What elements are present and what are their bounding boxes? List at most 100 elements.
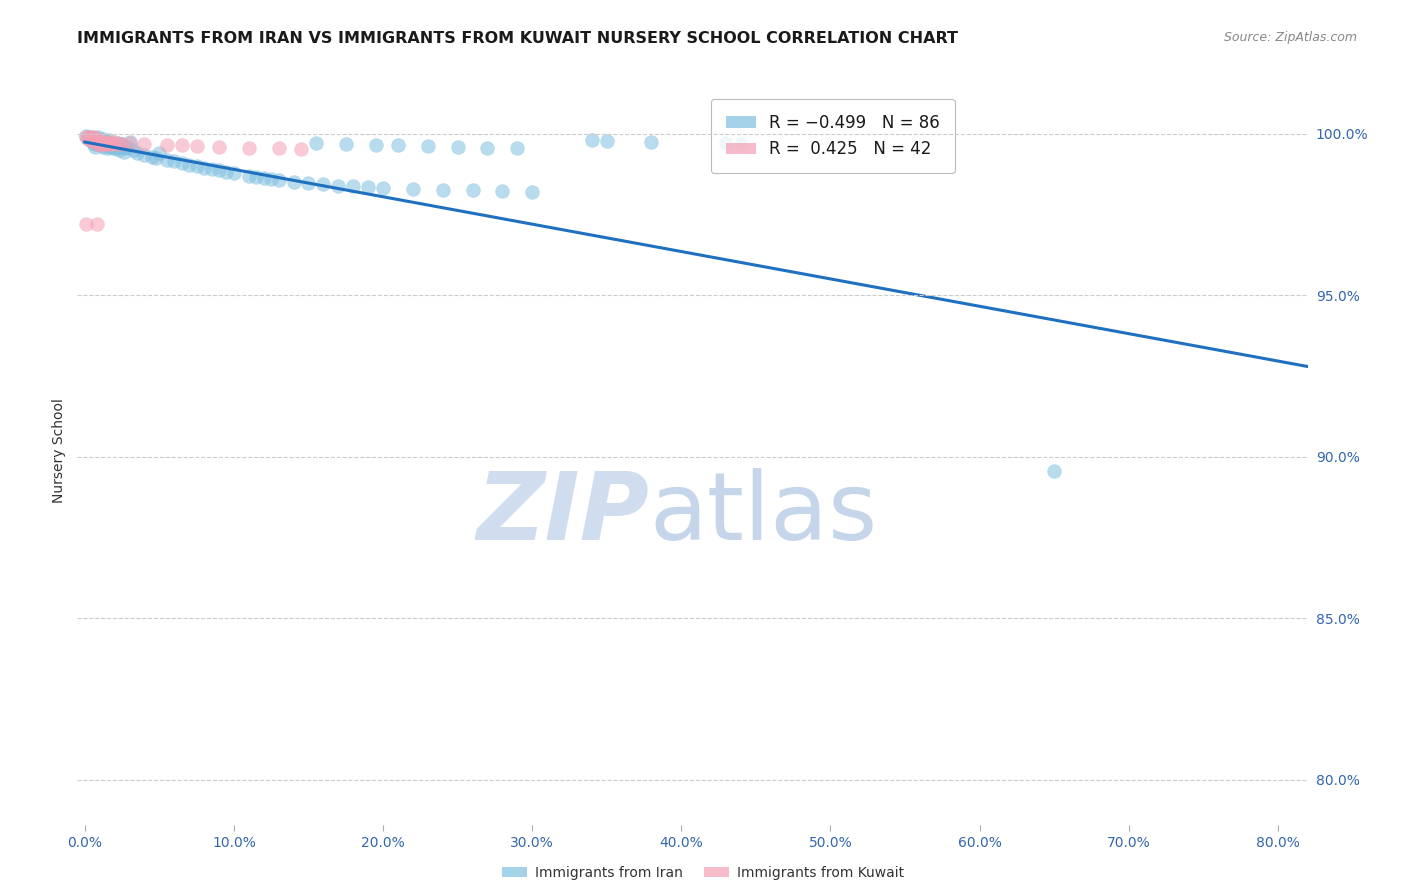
Point [108, 143, 131, 157]
Point [104, 138, 127, 153]
Point [90, 138, 112, 153]
Point [101, 141, 124, 155]
Point [328, 178, 350, 193]
Point [312, 177, 335, 191]
Point [491, 185, 513, 199]
Point [86, 132, 108, 146]
Point [267, 173, 290, 187]
Point [87, 133, 110, 147]
Point [145, 151, 167, 165]
Point [76, 132, 98, 146]
Point [238, 140, 260, 154]
Point [82, 135, 104, 149]
Point [416, 139, 439, 153]
Point [111, 137, 134, 152]
Point [111, 137, 134, 152]
Point [80, 131, 103, 145]
Point [86, 132, 108, 146]
Point [148, 146, 170, 161]
Point [402, 182, 425, 196]
Point [432, 182, 454, 196]
Point [89, 133, 111, 147]
Point [208, 163, 231, 178]
Y-axis label: Nursery School: Nursery School [52, 398, 66, 503]
Point [134, 137, 156, 152]
Point [121, 143, 143, 157]
Point [215, 165, 238, 179]
Point [91, 132, 114, 146]
Text: ZIP: ZIP [477, 468, 650, 560]
Point [77, 130, 100, 145]
Point [96, 135, 118, 149]
Point [82, 134, 104, 148]
Point [105, 140, 128, 154]
Point [107, 136, 129, 150]
Point [200, 161, 222, 176]
Point [245, 169, 267, 184]
Point [80, 133, 103, 147]
Point [90, 135, 112, 149]
Point [84, 133, 107, 147]
Point [520, 185, 543, 199]
Point [112, 145, 135, 159]
Point [114, 141, 136, 155]
Point [260, 171, 283, 186]
Point [97, 133, 120, 147]
Point [640, 135, 662, 149]
Point [80, 133, 103, 147]
Point [446, 140, 468, 154]
Point [461, 184, 484, 198]
Point [94, 136, 117, 150]
Point [96, 141, 118, 155]
Point [186, 159, 208, 173]
Point [82, 130, 104, 145]
Point [305, 136, 328, 150]
Point [89, 138, 111, 153]
Point [357, 180, 380, 194]
Point [84, 133, 107, 147]
Point [335, 136, 357, 151]
Point [186, 139, 208, 153]
Point [387, 138, 409, 153]
Point [94, 138, 117, 153]
Point [83, 136, 105, 151]
Point [89, 137, 111, 152]
Point [581, 133, 603, 147]
Legend: Immigrants from Iran, Immigrants from Kuwait: Immigrants from Iran, Immigrants from Ku… [496, 860, 910, 885]
Text: Source: ZipAtlas.com: Source: ZipAtlas.com [1223, 31, 1357, 45]
Point [75, 128, 97, 143]
Point [91, 140, 114, 154]
Point [342, 179, 364, 194]
Point [100, 137, 122, 152]
Point [118, 135, 141, 149]
Point [83, 132, 105, 146]
Point [156, 153, 179, 167]
Point [179, 158, 201, 172]
Point [163, 154, 186, 169]
Point [82, 131, 104, 145]
Point [371, 181, 394, 195]
Legend: R = −0.499   N = 86, R =  0.425   N = 42: R = −0.499 N = 86, R = 0.425 N = 42 [710, 99, 955, 173]
Point [98, 140, 121, 154]
Point [97, 135, 120, 149]
Point [253, 170, 276, 185]
Point [714, 136, 737, 150]
Point [477, 140, 499, 154]
Point [98, 136, 121, 151]
Point [96, 137, 118, 152]
Text: atlas: atlas [650, 468, 877, 560]
Point [506, 141, 529, 155]
Point [104, 135, 127, 149]
Point [364, 138, 387, 153]
Point [110, 139, 132, 153]
Point [87, 136, 110, 151]
Point [93, 136, 115, 151]
Point [87, 136, 110, 151]
Point [596, 134, 619, 148]
Point [86, 135, 108, 149]
Point [76, 131, 98, 145]
Point [290, 143, 312, 157]
Point [283, 175, 305, 189]
Point [170, 156, 193, 170]
Point [86, 135, 108, 149]
